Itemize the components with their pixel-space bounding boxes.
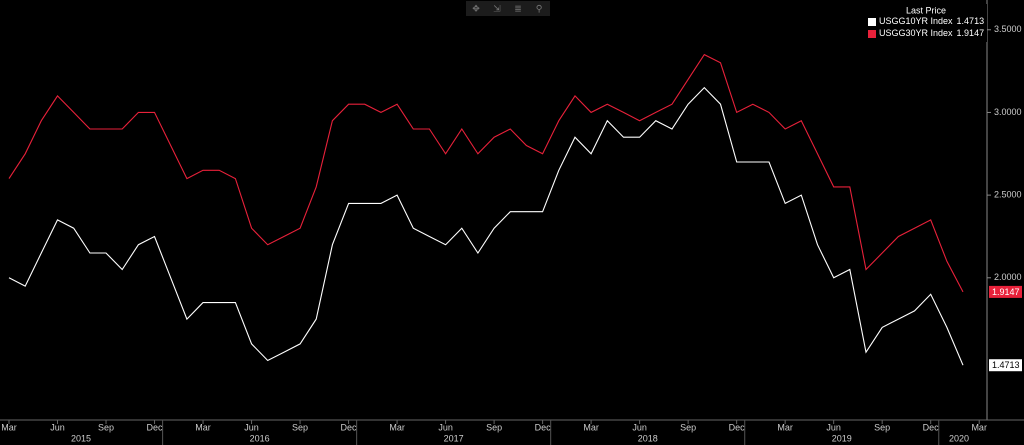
legend-text: USGG10YR Index 1.4713	[879, 16, 984, 26]
x-tick-label: Mar	[777, 422, 793, 432]
x-tick-label: Jun	[438, 422, 453, 432]
legend-bg	[865, 4, 987, 42]
y-tick-label: 2.5000	[994, 189, 1022, 199]
legend-swatch	[868, 30, 876, 38]
legend: Last Price USGG10YR Index 1.4713 USGG30YR …	[865, 4, 987, 42]
year-label: 2017	[444, 433, 464, 443]
legend-last-value: 1.4713	[957, 16, 985, 26]
x-tick-label: Jun	[632, 422, 647, 432]
legend-swatch	[868, 18, 876, 26]
y-tick-label: 3.5000	[994, 24, 1022, 34]
x-tick-label: Sep	[680, 422, 696, 432]
tool-icon[interactable]: ⚲	[536, 3, 543, 13]
x-tick-label: Sep	[874, 422, 890, 432]
x-tick-label: Jun	[826, 422, 841, 432]
last-price-tag	[989, 359, 1022, 372]
series-line	[8, 53, 964, 293]
legend-title: Last Price	[906, 5, 946, 15]
tool-icon[interactable]: ≣	[514, 3, 522, 13]
x-tick-label: Mar	[389, 422, 405, 432]
year-label: 2018	[638, 433, 658, 443]
x-tick-label: Sep	[292, 422, 308, 432]
x-tick-label: Jun	[244, 422, 259, 432]
x-tick-label: Sep	[486, 422, 502, 432]
x-tick-label: Dec	[729, 422, 746, 432]
series-line	[8, 86, 964, 366]
x-tick-label: Dec	[341, 422, 358, 432]
last-price-label: 1.4713	[992, 360, 1020, 370]
legend-last-value: 1.9147	[957, 28, 985, 38]
year-label: 2016	[250, 433, 270, 443]
year-label: 2015	[71, 433, 91, 443]
year-label: 2019	[832, 433, 852, 443]
x-tick-label: Dec	[923, 422, 940, 432]
tool-icon[interactable]: ⇲	[493, 3, 501, 13]
toolbar: ✥ ⇲ ≣ ⚲	[466, 1, 550, 16]
legend-name: USGG10YR Index	[879, 16, 953, 26]
x-tick-label: Sep	[98, 422, 114, 432]
last-price-tag	[989, 285, 1022, 298]
last-price-label: 1.9147	[992, 287, 1020, 297]
x-tick-label: Mar	[1, 422, 17, 432]
legend-text: USGG30YR Index 1.9147	[879, 28, 984, 38]
year-label: 2020	[949, 433, 969, 443]
x-tick-label: Mar	[195, 422, 211, 432]
legend-name: USGG30YR Index	[879, 28, 953, 38]
x-tick-label: Dec	[147, 422, 164, 432]
x-tick-label: Jun	[50, 422, 65, 432]
x-tick-label: Mar	[971, 422, 987, 432]
y-tick-label: 3.0000	[994, 107, 1022, 117]
toolbar-bg	[466, 1, 550, 16]
x-tick-label: Dec	[535, 422, 552, 432]
x-tick-label: Mar	[583, 422, 599, 432]
tool-icon[interactable]: ✥	[472, 3, 480, 13]
y-tick-label: 2.0000	[994, 272, 1022, 282]
